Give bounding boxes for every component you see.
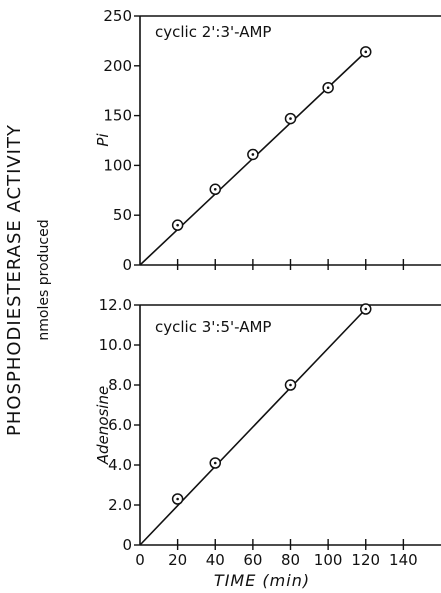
- data-point: [284, 379, 297, 391]
- data-point-center: [213, 461, 217, 465]
- x-tick-label: 0: [135, 551, 145, 569]
- data-point-center: [364, 50, 368, 54]
- y-tick-label: 8.0: [108, 376, 132, 394]
- y-tick-label: 250: [103, 7, 132, 25]
- panel-title: cyclic 3':5'-AMP: [155, 318, 271, 336]
- x-tick-label: 80: [281, 551, 300, 569]
- outer-ylabel: PHOSPHODIESTERASE ACTIVITY: [4, 124, 25, 436]
- panel-title: cyclic 2':3'-AMP: [155, 23, 271, 41]
- y-axis-label: Pi: [94, 133, 112, 147]
- y-tick-label: 0: [122, 536, 132, 554]
- outer-ylabel-sub: nmoles produced: [36, 219, 52, 340]
- y-tick-label: 200: [103, 57, 132, 75]
- data-point: [284, 112, 297, 125]
- x-tick-label: 140: [389, 551, 418, 569]
- y-tick-label: 50: [113, 206, 132, 224]
- y-tick-label: 100: [103, 156, 132, 174]
- y-tick-label: 2.0: [108, 496, 132, 514]
- data-point: [247, 148, 259, 161]
- fit-line: [139, 308, 367, 546]
- x-tick-label: 60: [243, 551, 262, 569]
- y-tick-label: 150: [103, 107, 132, 125]
- panel-top: 0 50 100 150 200 250 cyclic 2':3'-AMP Pi: [94, 7, 441, 274]
- data-point-center: [326, 86, 330, 90]
- y-tick-label: 0: [122, 256, 132, 274]
- data-point-center: [176, 497, 179, 501]
- x-tick-label: 120: [351, 551, 380, 569]
- y-tick-label: 10.0: [99, 336, 132, 354]
- x-tick-label: 40: [206, 551, 225, 569]
- data-point-center: [213, 188, 217, 191]
- panel-bottom: 0 2.0 4.0 6.0 8.0 10.0 12.0 0 20 40 60 80 100 120 140 c…: [94, 296, 441, 569]
- data-point: [209, 183, 221, 196]
- data-point: [360, 46, 372, 58]
- data-point: [209, 457, 221, 469]
- data-point: [360, 303, 372, 315]
- y-axis-label: Adenosine: [94, 386, 112, 465]
- y-tick-label: 12.0: [99, 296, 132, 314]
- y-tick-label: 4.0: [108, 456, 132, 474]
- x-axis-label: TIME (min): [214, 571, 310, 590]
- x-tick-label: 20: [168, 551, 187, 569]
- data-point: [171, 219, 184, 231]
- x-tick-label: 100: [314, 551, 343, 569]
- y-tick-label: 6.0: [108, 416, 132, 434]
- data-point: [322, 81, 334, 94]
- data-point-center: [251, 153, 255, 156]
- data-point-center: [176, 223, 179, 227]
- data-point: [171, 493, 184, 505]
- data-point-center: [289, 383, 292, 387]
- data-point-center: [289, 117, 292, 120]
- data-point-center: [364, 307, 368, 311]
